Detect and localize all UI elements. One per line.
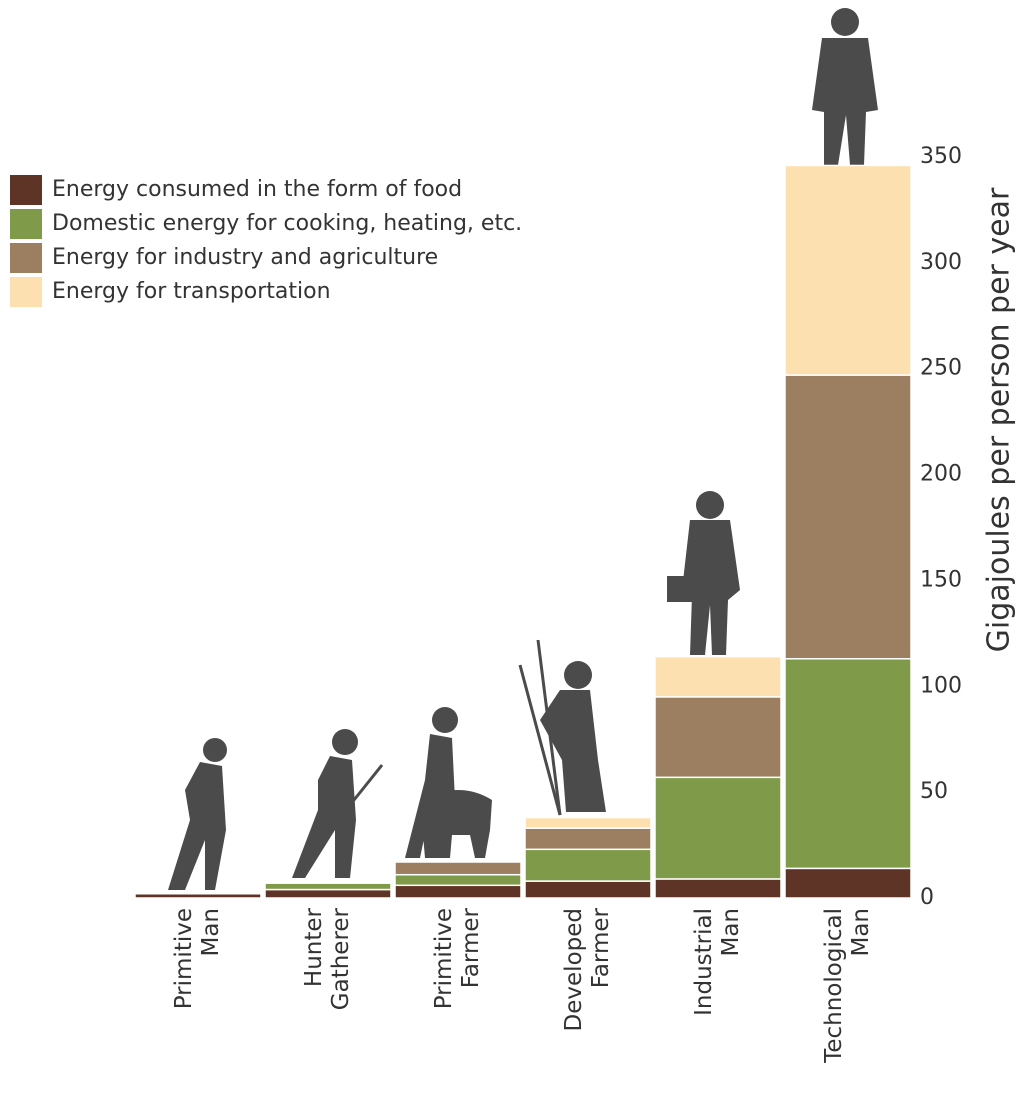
bar-segment	[784, 374, 912, 660]
bar-segment	[394, 884, 522, 899]
bar-segment	[264, 882, 392, 891]
x-tick-label: Technological Man	[821, 908, 874, 1063]
bar-segment	[524, 880, 652, 899]
legend-label: Energy consumed in the form of food	[52, 177, 462, 202]
hunter-figure	[292, 729, 384, 878]
primitive-man-figure	[168, 738, 227, 890]
bar-segment	[264, 888, 392, 899]
bar-segment	[654, 776, 782, 880]
y-tick-label: 150	[920, 567, 962, 592]
legend-swatch	[10, 209, 42, 239]
x-tick-label: Hunter Gatherer	[301, 907, 354, 1011]
y-tick-label: 350	[920, 144, 962, 169]
industrial-man-figure	[667, 491, 740, 655]
y-tick-label: 50	[920, 779, 948, 804]
x-tick-label: Developed Farmer	[561, 908, 614, 1032]
bar-segment	[654, 878, 782, 899]
figures	[168, 8, 878, 890]
bar-segment	[654, 696, 782, 779]
bar-segment	[784, 658, 912, 870]
bar-segment	[524, 848, 652, 882]
bar-segment	[784, 867, 912, 899]
technological-man-figure	[812, 8, 878, 165]
y-tick-label: 250	[920, 356, 962, 381]
y-tick-label: 0	[920, 885, 934, 910]
bar-segment	[394, 861, 522, 876]
legend-label: Domestic energy for cooking, heating, et…	[52, 211, 522, 236]
legend-swatch	[10, 243, 42, 273]
x-tick-label: Primitive Man	[171, 908, 224, 1010]
x-tick-label: Industrial Man	[691, 908, 744, 1016]
y-tick-label: 100	[920, 673, 962, 698]
legend-label: Energy for industry and agriculture	[52, 245, 438, 270]
bar-segment	[524, 816, 652, 829]
y-tick-label: 300	[920, 250, 962, 275]
bar-segment	[654, 655, 782, 698]
y-tick-label: 200	[920, 462, 962, 487]
bar-segment	[394, 873, 522, 887]
legend-swatch	[10, 175, 42, 205]
bar-segment	[134, 893, 262, 899]
x-tick-label: Primitive Farmer	[431, 908, 484, 1010]
y-axis-label: Gigajoules per person per year	[982, 187, 1017, 652]
bar-segment	[524, 827, 652, 851]
developed-farmer-figure	[518, 639, 606, 816]
primitive-farmer-figure	[405, 707, 492, 858]
bar-segment	[784, 164, 912, 376]
legend-label: Energy for transportation	[52, 279, 331, 304]
legend-swatch	[10, 277, 42, 307]
